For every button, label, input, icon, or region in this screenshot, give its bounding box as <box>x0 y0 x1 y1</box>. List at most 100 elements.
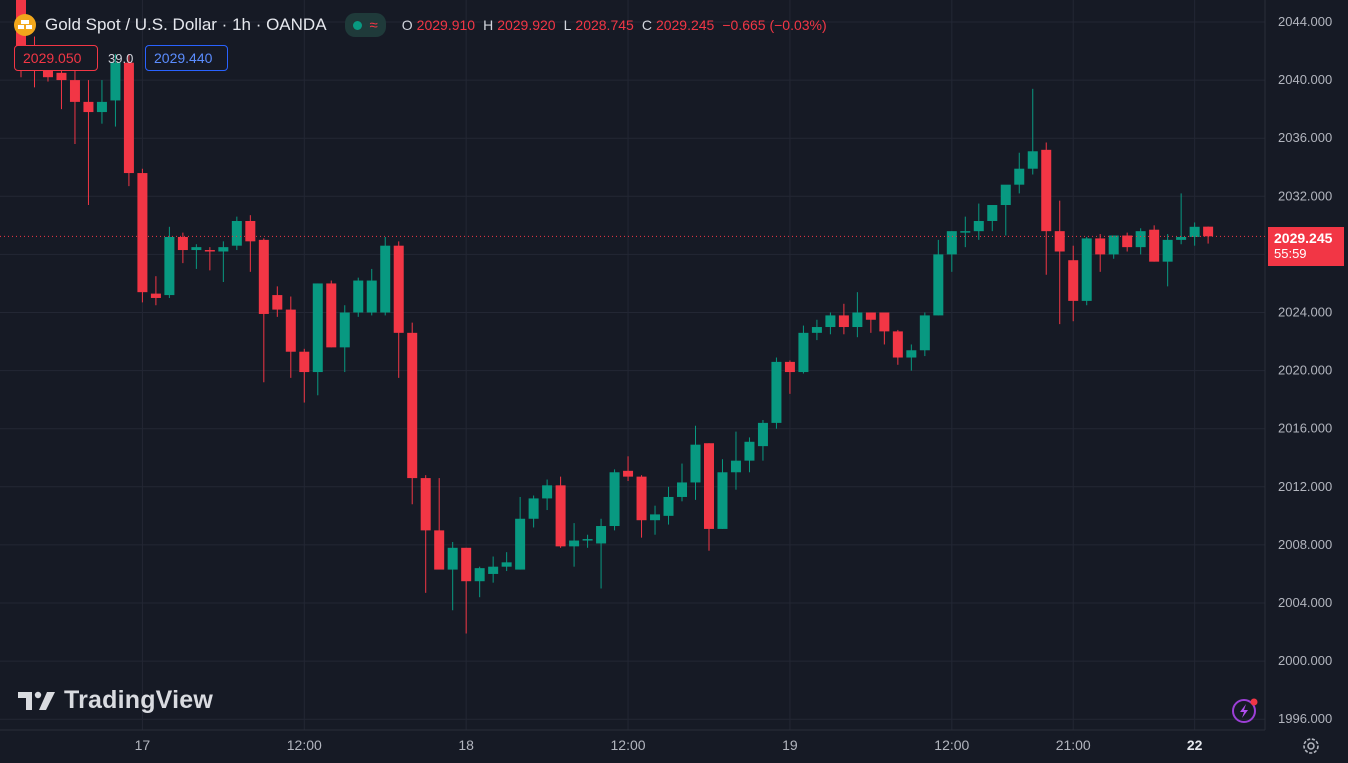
candle-body <box>528 498 539 519</box>
candle <box>596 518 607 589</box>
candle-body <box>96 101 107 113</box>
candle-body <box>1068 260 1079 301</box>
candle-body <box>1149 229 1160 262</box>
candle <box>919 312 930 357</box>
time-axis[interactable]: 17 12:00 18 12:00 19 12:00 21:00 22 <box>135 737 1203 753</box>
candle-body <box>960 231 971 233</box>
time-tick-label: 22 <box>1187 737 1203 753</box>
candle-body <box>744 441 755 461</box>
candle-body <box>204 250 215 252</box>
candle-body <box>245 220 256 242</box>
candle-body <box>798 332 809 373</box>
candle <box>434 478 445 570</box>
candle-body <box>218 247 229 252</box>
symbol-title[interactable]: Gold Spot / U.S. Dollar · 1h · OANDA <box>45 15 327 34</box>
candle-body <box>272 295 283 310</box>
candle-body <box>555 485 566 547</box>
high-value: 2029.920 <box>497 17 556 33</box>
candle <box>1027 88 1038 175</box>
candle-body <box>299 351 310 373</box>
ohlc-values: O 2029.910 H 2029.920 L 2028.745 C 2029.245 … <box>402 17 827 33</box>
candle <box>555 476 566 548</box>
candle <box>703 443 714 551</box>
price-tick-label: 2016.000 <box>1278 421 1332 436</box>
candle <box>204 247 215 271</box>
candle-body <box>650 514 661 521</box>
buy-button[interactable]: 2029.440 <box>145 45 228 71</box>
candle-body <box>326 283 337 348</box>
open-value: 2029.910 <box>416 17 476 33</box>
wave-icon: ≈ <box>369 16 378 34</box>
candle <box>447 541 458 611</box>
candle-body <box>434 530 445 570</box>
market-status-pill[interactable]: ≈ <box>344 13 386 37</box>
candle-body <box>596 526 607 544</box>
candle <box>1054 200 1065 325</box>
candle-body <box>663 496 674 516</box>
chart-legend-header: Gold Spot / U.S. Dollar · 1h · OANDA ≈ O… <box>14 12 827 38</box>
candle-body <box>380 245 391 313</box>
tradingview-logo-text: TradingView <box>64 686 214 714</box>
candle <box>825 312 836 335</box>
candle-body <box>1176 236 1187 240</box>
candle-body <box>461 547 472 582</box>
candle <box>218 241 229 282</box>
candle <box>1149 225 1160 262</box>
candle-body <box>312 283 323 373</box>
candle-body <box>1189 226 1200 237</box>
candle <box>393 241 404 378</box>
candle <box>150 276 161 306</box>
time-tick-label: 12:00 <box>287 737 322 753</box>
gear-icon[interactable] <box>1300 735 1322 757</box>
candle-body <box>501 562 512 567</box>
lightning-alert-icon[interactable] <box>1230 697 1260 727</box>
candle-body <box>110 62 121 101</box>
candle <box>299 348 310 403</box>
candle-body <box>730 460 741 473</box>
candle <box>1041 142 1052 275</box>
price-tick-label: 2020.000 <box>1278 363 1332 378</box>
last-price-label: 2029.245 55:59 <box>1268 227 1344 266</box>
candle-body <box>1203 226 1214 237</box>
candle <box>1135 228 1146 255</box>
candle-body <box>420 478 431 531</box>
price-tick-label: 2032.000 <box>1278 188 1332 203</box>
candle <box>56 65 67 110</box>
last-price-value: 2029.245 <box>1274 230 1333 246</box>
candle <box>1203 226 1214 244</box>
candle-body <box>1122 235 1133 248</box>
sell-button[interactable]: 2029.050 <box>14 45 98 71</box>
price-axis[interactable]: 2044.0002040.0002036.0002032.0002028.000… <box>1278 14 1332 726</box>
candle <box>973 203 984 240</box>
candle <box>191 244 202 269</box>
candle <box>960 216 971 248</box>
candle-body <box>623 470 634 477</box>
candle <box>1176 193 1187 245</box>
candle-body <box>1000 184 1011 206</box>
candle-body <box>353 280 364 313</box>
candle-body <box>636 476 647 521</box>
candle-body <box>892 331 903 358</box>
price-tick-label: 1996.000 <box>1278 711 1332 726</box>
tradingview-logo[interactable]: TradingView <box>18 686 213 715</box>
candle-body <box>69 80 80 102</box>
candle <box>717 459 728 529</box>
gold-coin-icon <box>14 14 36 36</box>
candle <box>501 552 512 572</box>
candle <box>852 292 863 338</box>
bar-countdown: 55:59 <box>1274 246 1307 261</box>
price-tick-label: 2044.000 <box>1278 14 1332 29</box>
time-tick-label: 12:00 <box>934 737 969 753</box>
candle <box>650 505 661 535</box>
price-tick-label: 2012.000 <box>1278 479 1332 494</box>
candle-body <box>838 315 849 328</box>
candle-body <box>825 315 836 328</box>
candle-body <box>677 482 688 497</box>
price-tick-label: 2004.000 <box>1278 595 1332 610</box>
candle-body <box>987 205 998 221</box>
candle <box>677 463 688 502</box>
candle-body <box>1162 239 1173 262</box>
candle <box>245 215 256 272</box>
candle <box>609 469 620 531</box>
